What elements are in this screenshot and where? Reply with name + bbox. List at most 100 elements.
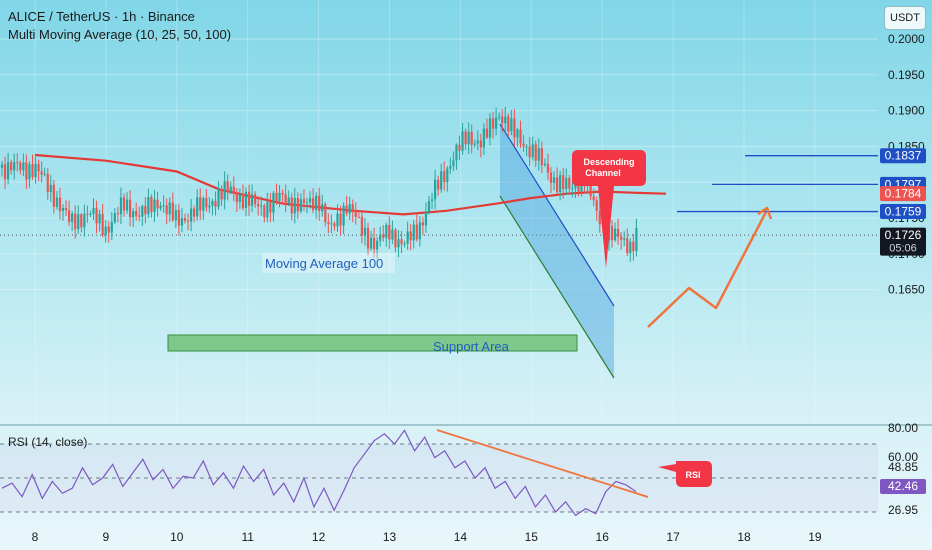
candle-body (52, 184, 55, 207)
rsi-line (1, 429, 637, 517)
candle-body (95, 208, 98, 224)
candle-body (305, 202, 309, 204)
candle-body (116, 213, 119, 215)
candle-body (260, 205, 263, 207)
candle-body (385, 224, 388, 238)
annotations-layer: Moving Average 100 Support Area Descending… (262, 150, 773, 354)
candle-body (318, 195, 321, 212)
candle-body (598, 211, 601, 225)
time-tick: 10 (170, 530, 184, 544)
candle-body (129, 199, 132, 218)
candle-body (110, 222, 113, 233)
candle-body (351, 203, 354, 213)
candle-body (281, 192, 284, 195)
candle-body (199, 197, 202, 211)
time-tick: 9 (103, 530, 110, 544)
candle-body (595, 200, 598, 212)
candle-body (58, 197, 62, 212)
candle-body (342, 205, 345, 226)
channel-callout (572, 150, 646, 268)
candle-body (25, 162, 28, 180)
time-tick: 15 (525, 530, 539, 544)
candle-body (467, 131, 470, 145)
candle-body (287, 197, 290, 204)
candle-body (434, 179, 437, 200)
candle-body (485, 128, 489, 138)
candle-body (574, 183, 577, 189)
candle-body (177, 210, 180, 226)
channel-callout-line1: Descending (583, 157, 634, 167)
support-label: Support Area (433, 339, 510, 354)
candle-body (0, 164, 4, 168)
candle-body (269, 201, 272, 213)
candle-body (92, 208, 95, 214)
candle-body (397, 239, 400, 248)
candle-body (74, 213, 77, 230)
candle-body (373, 237, 376, 250)
candle-body (473, 143, 476, 145)
candle-body (190, 208, 193, 222)
candle-body (540, 148, 543, 165)
channel-callout-line2: Channel (585, 168, 621, 178)
candle-body (223, 181, 226, 200)
candle-body (549, 172, 553, 183)
candle-body (238, 194, 241, 202)
candle-body (369, 237, 373, 249)
candle-body (534, 144, 537, 161)
candle-body (168, 202, 171, 215)
candle-body (257, 204, 260, 207)
candle-body (13, 162, 16, 171)
candle-body (61, 207, 65, 212)
candle-body (610, 226, 614, 241)
candle-body (391, 229, 394, 240)
candle-body (37, 163, 40, 172)
time-tick: 12 (312, 530, 326, 544)
price-label-badge (880, 204, 926, 220)
candle-body (406, 231, 409, 244)
time-tick: 18 (737, 530, 751, 544)
candle-body (626, 238, 629, 254)
candle-body (556, 177, 559, 193)
candle-body (162, 205, 165, 207)
candle-body (208, 205, 211, 208)
candle-body (363, 227, 367, 236)
currency-button[interactable]: USDT (884, 6, 926, 30)
candle-body (266, 201, 269, 218)
time-tick: 17 (666, 530, 680, 544)
candle-body (226, 181, 229, 193)
candle-body (89, 213, 92, 215)
rsi-callout-label: RSI (685, 470, 700, 480)
rsi-tick: 26.95 (888, 503, 918, 517)
candle-body (174, 210, 177, 221)
candle-body (623, 238, 626, 240)
candle-body (620, 236, 623, 240)
candle-body (324, 204, 327, 223)
candle-body (379, 234, 382, 241)
candle-body (251, 194, 254, 206)
candle-body (284, 194, 287, 204)
candle-body (559, 175, 562, 193)
candle-body (49, 184, 52, 193)
ma-label: Moving Average 100 (265, 256, 383, 271)
projection-path (647, 211, 768, 328)
candle-body (455, 144, 458, 161)
candle-body (34, 163, 37, 177)
candle-body (278, 192, 281, 202)
price-label-value: 0.1759 (885, 205, 922, 219)
candle-body (171, 202, 174, 221)
time-tick: 11 (241, 530, 254, 544)
candle-body (321, 204, 324, 212)
candle-body (132, 210, 135, 218)
candle-body (427, 200, 431, 213)
rsi-title: RSI (14, close) (8, 435, 88, 449)
candle-body (10, 162, 13, 171)
candle-body (464, 131, 467, 145)
candle-body (71, 213, 74, 222)
candle-body (513, 118, 516, 138)
candle-body (537, 148, 540, 161)
candle-body (470, 131, 473, 145)
candle-body (528, 146, 531, 158)
